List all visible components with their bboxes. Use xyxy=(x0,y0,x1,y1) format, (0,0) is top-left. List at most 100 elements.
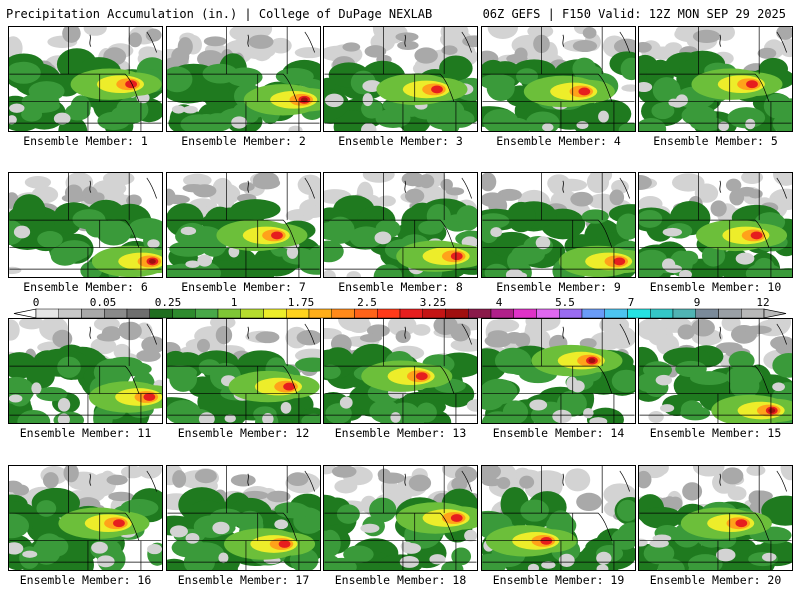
colorbar-tick-label: 2.5 xyxy=(357,296,377,309)
ensemble-member-label: Ensemble Member: 17 xyxy=(177,573,310,587)
colorbar-swatch xyxy=(195,308,219,319)
colorbar-swatch xyxy=(308,308,332,319)
colorbar-swatch xyxy=(126,308,150,319)
colorbar-tick-label: 9 xyxy=(693,296,701,309)
colorbar-swatch xyxy=(559,308,583,319)
colorbar-tick-label: 12 xyxy=(756,296,770,309)
colorbar-swatch xyxy=(172,308,196,319)
ensemble-member-panel: Ensemble Member: 1 xyxy=(8,26,163,148)
precipitation-map xyxy=(166,318,321,424)
ensemble-member-label: Ensemble Member: 6 xyxy=(23,280,148,294)
ensemble-member-label: Ensemble Member: 10 xyxy=(649,280,782,294)
colorbar-min-arrow xyxy=(13,308,37,319)
precipitation-map xyxy=(323,465,478,571)
colorbar-swatch xyxy=(35,308,59,319)
map-title: Precipitation Accumulation (in.) | Colle… xyxy=(6,7,433,21)
colorbar-swatch xyxy=(695,308,719,319)
colorbar-swatch xyxy=(149,308,173,319)
ensemble-member-panel: Ensemble Member: 10 xyxy=(638,172,793,294)
colorbar-tick-label: 0 xyxy=(32,296,40,309)
ensemble-member-panel: Ensemble Member: 2 xyxy=(166,26,321,148)
colorbar-swatch xyxy=(741,308,765,319)
ensemble-member-label: Ensemble Member: 7 xyxy=(181,280,306,294)
colorbar-tick-label: 1 xyxy=(230,296,238,309)
colorbar-tick-label: 3.25 xyxy=(419,296,447,309)
precipitation-map xyxy=(8,318,163,424)
colorbar-tick-label: 4 xyxy=(495,296,503,309)
precipitation-map xyxy=(481,26,636,132)
precipitation-map xyxy=(8,465,163,571)
colorbar-swatch xyxy=(286,308,310,319)
colorbar-swatch xyxy=(468,308,492,319)
colorbar-swatch xyxy=(627,308,651,319)
ensemble-member-label: Ensemble Member: 5 xyxy=(653,134,778,148)
ensemble-member-label: Ensemble Member: 11 xyxy=(19,426,152,440)
colorbar-swatch xyxy=(490,308,514,319)
colorbar-tick-label: 7 xyxy=(627,296,635,309)
ensemble-member-label: Ensemble Member: 9 xyxy=(496,280,621,294)
ensemble-member-panel: Ensemble Member: 15 xyxy=(638,318,793,440)
precipitation-map xyxy=(638,172,793,278)
ensemble-member-panel: Ensemble Member: 4 xyxy=(481,26,636,148)
colorbar-swatch xyxy=(104,308,128,319)
colorbar-swatch xyxy=(81,308,105,319)
colorbar-tick-label: 1.75 xyxy=(287,296,315,309)
precipitation-map xyxy=(638,465,793,571)
ensemble-member-panel: Ensemble Member: 5 xyxy=(638,26,793,148)
colorbar-swatches xyxy=(13,308,787,319)
ensemble-member-label: Ensemble Member: 13 xyxy=(334,426,467,440)
ensemble-member-label: Ensemble Member: 8 xyxy=(338,280,463,294)
ensemble-member-panel: Ensemble Member: 13 xyxy=(323,318,478,440)
ensemble-member-label: Ensemble Member: 15 xyxy=(649,426,782,440)
colorbar-swatch xyxy=(604,308,628,319)
colorbar-swatch xyxy=(672,308,696,319)
colorbar-swatch xyxy=(377,308,401,319)
precipitation-map xyxy=(323,318,478,424)
colorbar-swatch xyxy=(513,308,537,319)
ensemble-member-label: Ensemble Member: 19 xyxy=(492,573,625,587)
ensemble-member-panel: Ensemble Member: 3 xyxy=(323,26,478,148)
colorbar-swatch xyxy=(650,308,674,319)
precipitation-map xyxy=(8,26,163,132)
colorbar-swatch xyxy=(263,308,287,319)
colorbar-swatch xyxy=(58,308,82,319)
ensemble-member-panel: Ensemble Member: 6 xyxy=(8,172,163,294)
precipitation-map xyxy=(481,172,636,278)
ensemble-member-panel: Ensemble Member: 20 xyxy=(638,465,793,587)
ensemble-member-label: Ensemble Member: 14 xyxy=(492,426,625,440)
model-run-info: 06Z GEFS | F150 Valid: 12Z MON SEP 29 20… xyxy=(482,7,786,21)
ensemble-member-label: Ensemble Member: 16 xyxy=(19,573,152,587)
ensemble-member-panel: Ensemble Member: 17 xyxy=(166,465,321,587)
colorbar-swatch xyxy=(354,308,378,319)
colorbar-swatch xyxy=(399,308,423,319)
colorbar-tick-label: 0.25 xyxy=(154,296,182,309)
ensemble-member-label: Ensemble Member: 1 xyxy=(23,134,148,148)
precipitation-map xyxy=(481,318,636,424)
ensemble-member-label: Ensemble Member: 20 xyxy=(649,573,782,587)
ensemble-member-panel: Ensemble Member: 18 xyxy=(323,465,478,587)
ensemble-member-label: Ensemble Member: 4 xyxy=(496,134,621,148)
precipitation-map xyxy=(166,172,321,278)
precipitation-map xyxy=(323,26,478,132)
precipitation-map xyxy=(8,172,163,278)
ensemble-member-label: Ensemble Member: 12 xyxy=(177,426,310,440)
precipitation-map xyxy=(638,26,793,132)
ensemble-member-panel: Ensemble Member: 14 xyxy=(481,318,636,440)
colorbar-swatch xyxy=(581,308,605,319)
ensemble-member-panel: Ensemble Member: 7 xyxy=(166,172,321,294)
ensemble-member-label: Ensemble Member: 3 xyxy=(338,134,463,148)
colorbar-swatch xyxy=(240,308,264,319)
ensemble-member-panel: Ensemble Member: 9 xyxy=(481,172,636,294)
colorbar-swatch xyxy=(217,308,241,319)
precipitation-map xyxy=(638,318,793,424)
ensemble-member-panel: Ensemble Member: 12 xyxy=(166,318,321,440)
ensemble-member-panel: Ensemble Member: 11 xyxy=(8,318,163,440)
colorbar-swatch xyxy=(445,308,469,319)
colorbar-tick-label: 5.5 xyxy=(555,296,575,309)
colorbar-swatch xyxy=(422,308,446,319)
colorbar-swatch xyxy=(718,308,742,319)
precipitation-map xyxy=(323,172,478,278)
precipitation-colorbar: 0 0.05 0.25 1 1.75 2.5 3.25 4 5.5 7 9 12 xyxy=(0,296,800,319)
precipitation-map xyxy=(166,26,321,132)
ensemble-member-label: Ensemble Member: 18 xyxy=(334,573,467,587)
